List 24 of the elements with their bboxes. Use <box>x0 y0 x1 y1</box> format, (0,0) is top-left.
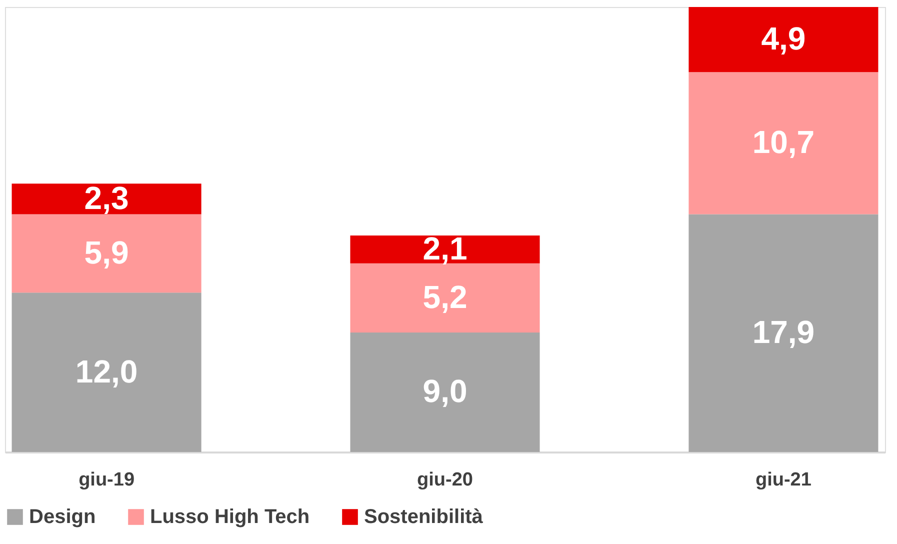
data-label: 5,2 <box>422 278 468 315</box>
legend-label: Lusso High Tech <box>150 506 310 528</box>
data-label: 4,9 <box>761 20 806 57</box>
data-label: 2,1 <box>422 230 468 266</box>
data-label: 5,9 <box>84 234 129 270</box>
x-tick-label: giu-19 <box>78 470 135 490</box>
data-label: 9,0 <box>422 373 468 410</box>
bar <box>350 332 540 452</box>
bar <box>688 7 878 72</box>
bar <box>12 214 202 293</box>
data-label: 2,3 <box>84 180 129 216</box>
bar <box>688 214 878 452</box>
data-label: 17,9 <box>752 314 815 350</box>
x-tick-label: giu-21 <box>755 470 812 490</box>
x-tick-label: giu-20 <box>417 470 473 490</box>
bar <box>12 184 202 214</box>
legend-label: Design <box>29 506 96 528</box>
bar <box>350 235 540 264</box>
legend-label: Sostenibilità <box>364 506 484 528</box>
data-label: 12,0 <box>75 353 138 390</box>
bar <box>12 292 202 452</box>
bar <box>350 263 540 332</box>
bar <box>688 72 878 214</box>
data-label: 10,7 <box>752 124 815 160</box>
